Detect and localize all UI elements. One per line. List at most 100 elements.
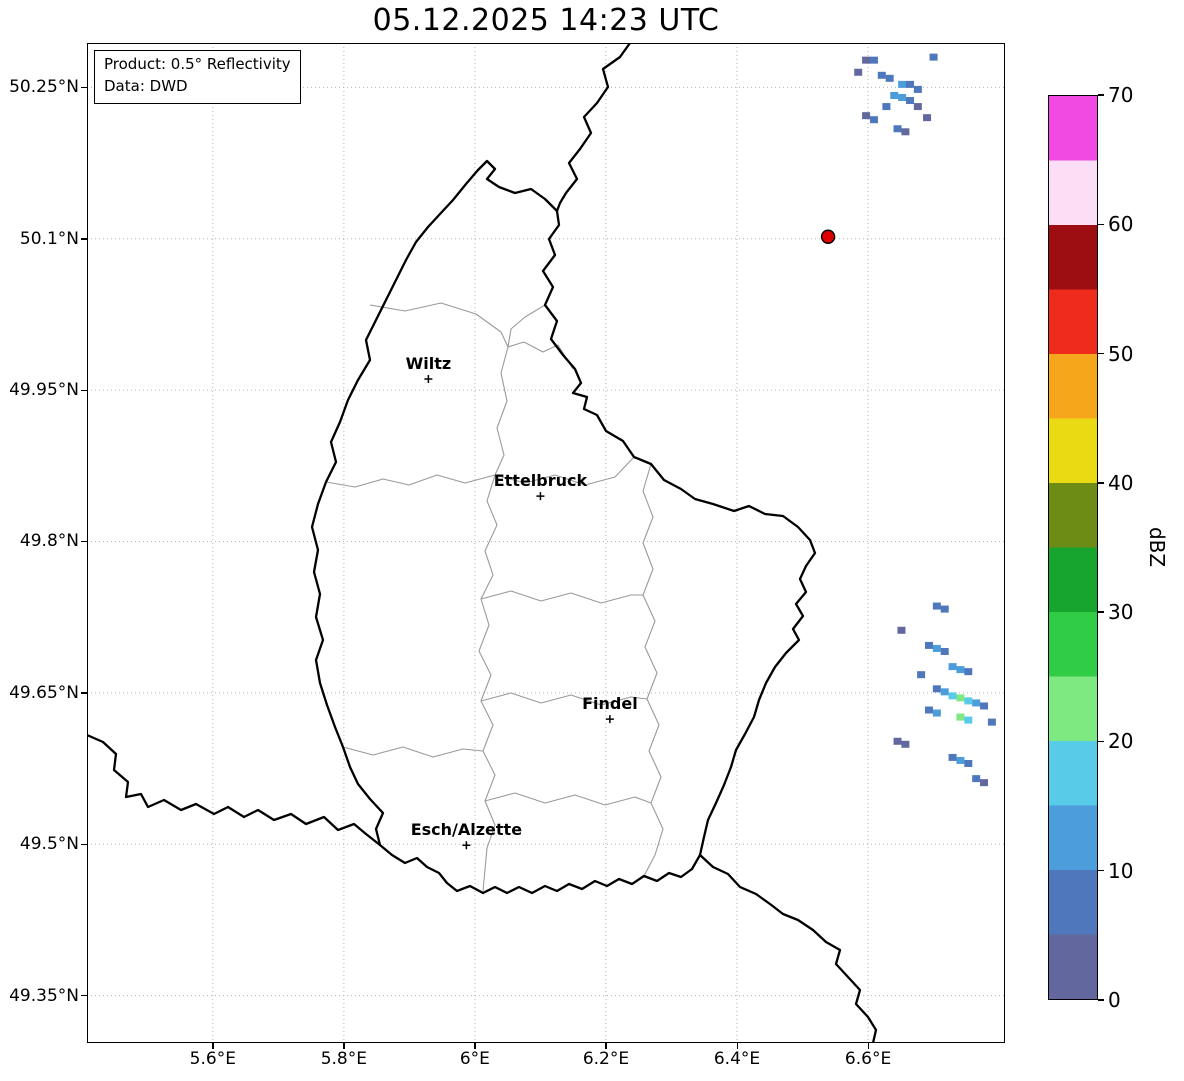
radar-echo-cell [924,641,933,649]
city-label: Wiltz [406,354,452,373]
france-germany-border [698,853,878,1043]
colorbar-tick-mark [1098,94,1104,96]
radar-echo-cell [948,692,957,700]
radar-echoes [854,53,996,787]
colorbar-tick-label: 20 [1108,729,1134,754]
radar-echo-cell [980,779,989,787]
lon-tick-mark [867,1043,869,1049]
radar-echo-cell [917,671,926,679]
radar-echo-cell [862,112,871,120]
city-label: Ettelbruck [494,471,588,490]
radar-echo-cell [901,740,910,748]
lat-tick-mark [81,692,87,694]
lat-tick-mark [81,86,87,89]
lon-tick-mark [343,1043,345,1049]
city-label: Findel [582,694,638,713]
lat-tick-label: 49.95°N [9,380,79,401]
radar-echo-cell [854,68,863,76]
radar-echo-cell [940,647,949,655]
colorbar-tick-mark [1098,611,1104,613]
lat-tick-mark [81,540,87,543]
radar-echo-cell [948,753,957,761]
radar-echo-cell [913,103,922,111]
lon-tick-label: 6.6°E [844,1049,892,1069]
district-border-line [478,474,498,892]
radar-echo-cell [898,80,907,88]
country-borders [87,43,878,1043]
colorbar-tick-label: 60 [1108,212,1134,237]
lon-tick-mark [605,1043,607,1049]
lon-tick-label: 6°E [459,1049,490,1069]
product-info-box: Product: 0.5° Reflectivity Data: DWD [94,50,301,104]
radar-echo-cell [898,93,907,101]
radar-echo-cell [890,91,899,99]
colorbar-tick-label: 50 [1108,341,1134,366]
district-border-line [325,474,496,488]
radar-echo-cell [956,694,965,702]
radar-echo-cell [956,713,965,721]
colorbar-tick-label: 30 [1108,600,1134,625]
colorbar-tick-mark [1098,999,1104,1001]
lat-tick-label: 49.8°N [19,531,79,552]
lat-tick-label: 50.25°N [9,77,79,98]
radar-echo-cell [869,56,878,64]
lat-tick-mark [81,238,87,240]
lat-tick-mark [81,843,87,846]
data-source-line: Data: DWD [104,76,188,95]
radar-echo-cell [885,74,894,82]
gridlines [87,43,1005,1043]
radar-echo-cell [869,116,878,124]
map-plot: Wiltz Ettelbruck Findel Esch/Alzette Produc… [87,43,1005,1043]
district-borders [325,302,664,892]
radar-echo-cell [972,775,981,783]
radar-site-dot [820,229,836,244]
map-canvas: Wiltz Ettelbruck Findel Esch/Alzette [87,43,1005,1043]
radar-echo-cell [905,80,914,88]
lat-tick-label: 49.35°N [9,985,79,1006]
radar-echo-cell [905,97,914,105]
colorbar-tick-label: 40 [1108,470,1134,495]
map-overlays: Wiltz Ettelbruck Findel Esch/Alzette [406,229,836,850]
colorbar-tick-mark [1098,352,1104,355]
radar-echo-cell [897,626,906,634]
city-marker [536,492,545,501]
radar-echo-cell [940,605,949,613]
radar-echo-cell [932,685,941,693]
radar-echo-cell [972,699,981,707]
product-line: Product: 0.5° Reflectivity [104,55,291,73]
radar-echo-cell [940,688,949,696]
district-border-line [642,463,664,877]
radar-echo-cell [932,602,941,610]
lat-tick-mark [81,995,87,997]
radar-echo-cell [956,756,965,764]
radar-echo-cell [956,666,965,674]
radar-echo-cell [893,125,902,133]
city-label: Esch/Alzette [411,820,523,839]
radar-echo-cell [913,85,922,93]
district-border-line [480,590,643,604]
lon-tick-label: 6.4°E [713,1049,761,1069]
colorbar-tick-mark [1098,870,1104,872]
radar-echo-cell [964,716,973,724]
radar-echo-cell [929,53,938,61]
lat-tick-label: 49.65°N [9,682,79,703]
radar-echo-cell [980,702,989,710]
radar-echo-cell [964,668,973,676]
lat-tick-label: 50.1°N [19,228,79,249]
city-marker [605,715,614,724]
colorbar-tick-mark [1098,223,1104,225]
radar-echo-cell [923,114,932,122]
district-border-line [342,746,484,758]
radar-echo-cell [964,759,973,767]
city-marker [462,841,471,850]
radar-echo-cell [877,71,886,79]
district-border-line [494,346,509,476]
france-belgium-border [87,733,382,847]
lon-tick-mark [736,1043,738,1049]
colorbar-tick-label: 70 [1108,83,1134,107]
colorbar-tick-mark [1098,482,1104,484]
lat-tick-mark [81,389,87,391]
figure-title: 05.12.2025 14:23 UTC [372,3,720,38]
lon-tick-label: 5.6°E [189,1049,236,1069]
